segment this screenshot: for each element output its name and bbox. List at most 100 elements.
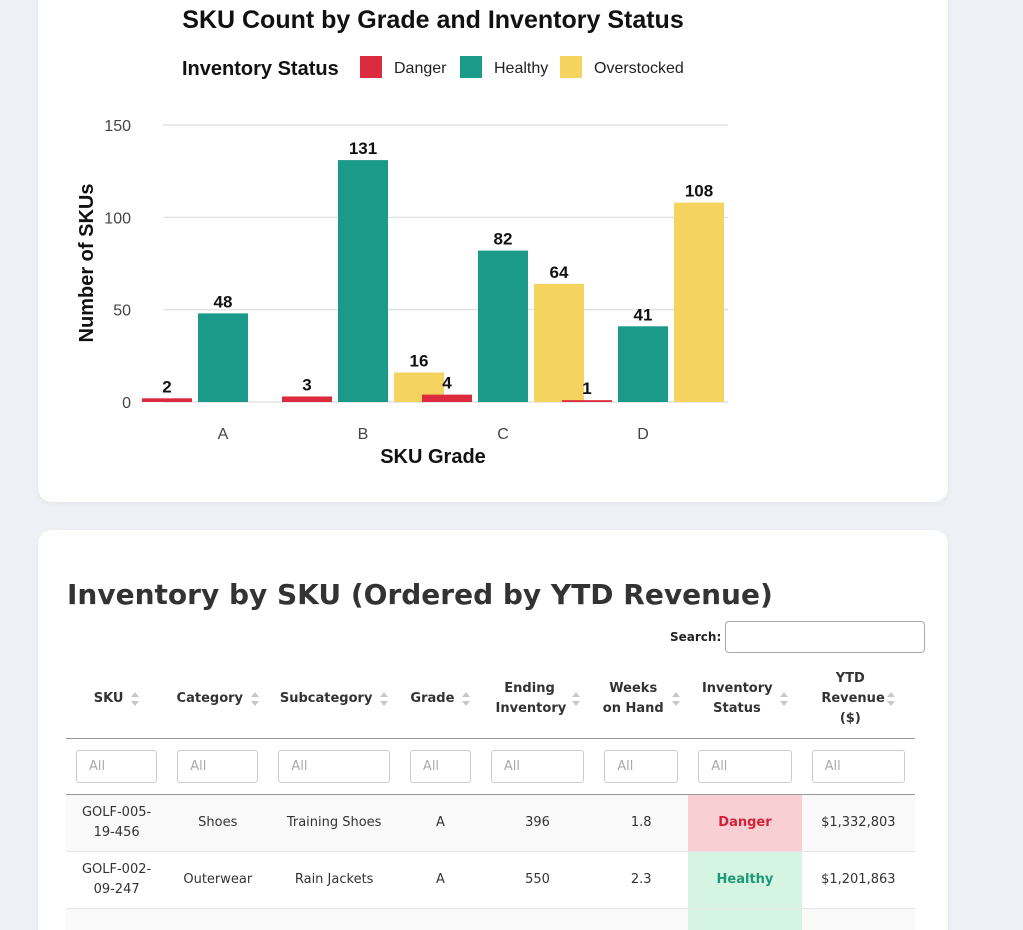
- column-filter-input-4[interactable]: [490, 749, 585, 783]
- column-header-0[interactable]: SKU: [66, 660, 168, 739]
- column-header-4[interactable]: Ending Inventory: [480, 660, 595, 739]
- x-axis-title: SKU Grade: [380, 446, 486, 468]
- bar-healthy-d: [618, 326, 668, 402]
- weeks-on-hand-cell: [594, 908, 689, 930]
- sort-arrows-icon[interactable]: [462, 691, 471, 706]
- bar-value-label: 48: [214, 292, 233, 311]
- sku-cell: GOLF-002-09-247: [66, 851, 168, 909]
- search-input[interactable]: [725, 621, 926, 653]
- ytd-revenue-cell: $1,332,803: [801, 794, 915, 852]
- column-header-label: YTD Revenue ($): [821, 670, 885, 726]
- filter-cell: [480, 738, 595, 795]
- sort-arrows-icon[interactable]: [779, 691, 788, 706]
- bar-healthy-a: [198, 313, 248, 402]
- column-header-2[interactable]: Subcategory: [268, 660, 400, 739]
- bar-value-label: 3: [302, 375, 311, 394]
- bar-value-label: 16: [410, 351, 429, 370]
- bar-danger-d: [562, 400, 612, 402]
- legend-swatch-danger: [360, 56, 382, 78]
- column-filter-input-7[interactable]: [811, 749, 905, 783]
- bar-danger-a: [142, 398, 192, 402]
- table-title: Inventory by SKU (Ordered by YTD Revenue…: [67, 578, 773, 611]
- legend-title: Inventory Status: [182, 58, 339, 80]
- ytd-revenue-cell: [801, 908, 915, 930]
- subcategory-cell: [268, 908, 400, 930]
- column-header-content: Subcategory: [272, 689, 396, 709]
- column-filter-input-3[interactable]: [409, 749, 471, 783]
- column-header-label: Grade: [410, 690, 455, 706]
- weeks-on-hand-cell: 1.8: [594, 794, 689, 852]
- ending-inventory-cell: [480, 908, 595, 930]
- legend-label-danger: Danger: [394, 60, 447, 77]
- bar-value-label: 1: [582, 379, 591, 398]
- x-tick-label: B: [358, 426, 369, 443]
- grade-cell: A: [399, 851, 481, 909]
- y-tick-label: 50: [113, 303, 131, 320]
- sku-cell: GOLF-005-19-456: [66, 794, 168, 852]
- table-row[interactable]: GOLF-005-19-456 Shoes Training Shoes A 396 1.…: [66, 794, 915, 852]
- column-header-1[interactable]: Category: [167, 660, 269, 739]
- sort-arrows-icon[interactable]: [251, 691, 260, 706]
- table-card: Inventory by SKU (Ordered by YTD Revenue…: [38, 530, 948, 930]
- column-header-label: Category: [176, 690, 244, 706]
- bar-overstocked-c: [534, 283, 584, 402]
- inventory-table: SKU Category Subcategory Grade Ending Invent…: [66, 660, 915, 930]
- legend-swatch-overstocked: [560, 56, 582, 78]
- y-tick-label: 100: [104, 210, 131, 227]
- column-header-content: Grade: [404, 689, 477, 709]
- table-row[interactable]: GOLF-005- Healthy: [66, 908, 915, 930]
- bar-danger-c: [422, 394, 472, 402]
- bar-chart: SKU Count by Grade and Inventory Status I…: [76, 6, 728, 468]
- x-tick-label: A: [218, 426, 229, 443]
- chart-card: SKU Count by Grade and Inventory Status I…: [38, 0, 948, 502]
- bar-value-label: 2: [162, 377, 171, 396]
- category-cell: Shoes: [167, 794, 269, 852]
- subcategory-cell: Rain Jackets: [268, 851, 400, 909]
- y-axis-title: Number of SKUs: [76, 184, 98, 343]
- weeks-on-hand-cell: 2.3: [594, 851, 689, 909]
- category-cell: [167, 908, 269, 930]
- bar-healthy-b: [338, 160, 388, 402]
- ytd-revenue-cell: $1,201,863: [801, 851, 915, 909]
- column-filter-input-1[interactable]: [177, 749, 259, 783]
- sort-arrows-icon[interactable]: [131, 691, 140, 706]
- column-header-label: Inventory Status: [701, 680, 773, 716]
- filter-cell: [594, 738, 689, 795]
- bar-overstocked-d: [674, 202, 724, 402]
- column-filter-input-2[interactable]: [278, 749, 390, 783]
- sort-arrows-icon[interactable]: [380, 691, 389, 706]
- column-header-content: YTD Revenue ($): [806, 669, 911, 729]
- bar-healthy-c: [478, 250, 528, 402]
- column-header-label: SKU: [93, 690, 124, 706]
- ending-inventory-cell: 550: [480, 851, 595, 909]
- column-header-6[interactable]: Inventory Status: [688, 660, 802, 739]
- sort-arrows-icon[interactable]: [571, 691, 580, 706]
- legend-swatch-healthy: [460, 56, 482, 78]
- table-row[interactable]: GOLF-002-09-247 Outerwear Rain Jackets A 550…: [66, 851, 915, 909]
- category-cell: Outerwear: [167, 851, 269, 909]
- column-filter-input-0[interactable]: [76, 749, 158, 783]
- table-body: GOLF-005-19-456 Shoes Training Shoes A 396 1.…: [66, 794, 915, 930]
- column-header-3[interactable]: Grade: [399, 660, 481, 739]
- grade-cell: [399, 908, 481, 930]
- sort-arrows-icon[interactable]: [672, 691, 681, 706]
- bar-value-label: 82: [494, 230, 513, 249]
- bar-value-label: 41: [634, 305, 653, 324]
- bar-value-label: 4: [442, 374, 452, 393]
- column-header-5[interactable]: Weeks on Hand: [594, 660, 689, 739]
- search-label: Search:: [670, 630, 722, 644]
- x-tick-label: D: [637, 426, 649, 443]
- x-tick-label: C: [497, 426, 509, 443]
- column-filter-input-5[interactable]: [604, 749, 679, 783]
- bar-value-label: 64: [550, 263, 569, 282]
- search-bar: Search:: [670, 621, 926, 653]
- y-tick-label: 150: [104, 118, 131, 135]
- column-header-content: Category: [171, 689, 264, 709]
- filter-cell: [688, 738, 802, 795]
- bar-danger-b: [282, 396, 332, 402]
- column-filter-input-6[interactable]: [698, 749, 792, 783]
- column-header-7[interactable]: YTD Revenue ($): [801, 660, 915, 739]
- legend-label-overstocked: Overstocked: [594, 60, 684, 77]
- sort-arrows-icon[interactable]: [887, 691, 896, 706]
- column-header-content: SKU: [70, 689, 163, 709]
